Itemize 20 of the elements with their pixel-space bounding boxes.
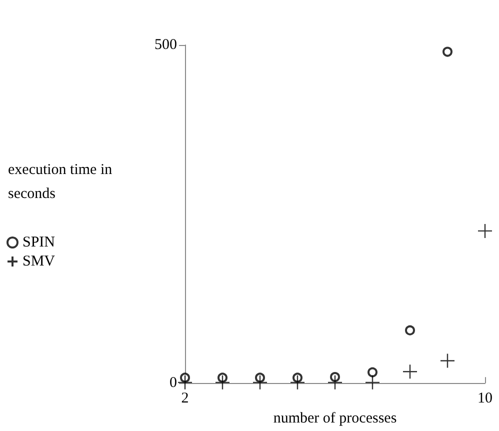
point (364, 374, 380, 390)
point (327, 374, 343, 390)
legend-label: SMV (22, 254, 56, 270)
point (290, 374, 306, 390)
point (252, 374, 268, 390)
y-tick-label: 0 (170, 375, 177, 392)
point (405, 325, 415, 336)
point (402, 364, 418, 380)
point (177, 374, 193, 390)
point (440, 353, 456, 368)
point (442, 46, 452, 57)
legend-label: SPIN (22, 234, 56, 250)
y-tick-label: 500 (154, 37, 177, 53)
x-axis-title: number of processes (273, 410, 397, 426)
point (368, 367, 378, 378)
x-tick-label: 10 (478, 390, 492, 407)
point (477, 223, 493, 239)
y-axis-title: execution time in seconds (8, 162, 116, 202)
point (214, 374, 230, 390)
x-tick-label: 2 (181, 390, 189, 407)
